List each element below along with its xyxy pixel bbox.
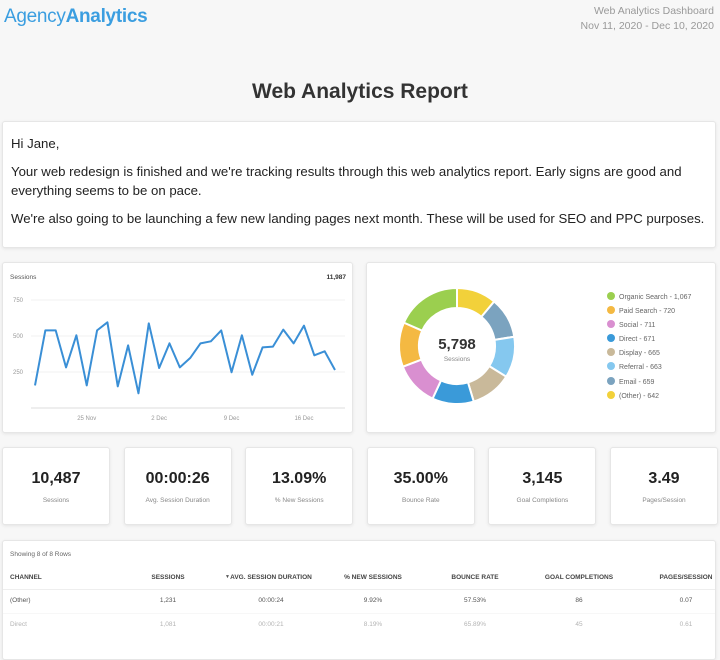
kpi-value: 13.09% xyxy=(272,470,327,487)
x-tick-label: 16 Dec xyxy=(294,416,313,422)
sessions-line xyxy=(34,321,336,395)
donut-center-value: 5,798 xyxy=(438,336,476,353)
logo-text: Agency xyxy=(4,6,66,27)
logo: AgencyAnalytics xyxy=(4,6,148,28)
table-cell: 1,081 xyxy=(159,621,177,628)
legend-item: Referral - 663 xyxy=(607,361,691,375)
legend-dot-icon xyxy=(607,390,615,399)
table-cell: 0.61 xyxy=(679,621,693,628)
table-cell: Direct xyxy=(10,621,27,628)
donut-slice xyxy=(402,286,458,333)
table-cell: (Other) xyxy=(10,597,31,604)
kpi-card: 13.09% % New Sessions xyxy=(245,447,354,525)
legend-label: Social - 711 xyxy=(619,322,656,330)
legend-item: Display - 665 xyxy=(607,347,691,361)
kpi-label: Pages/Session xyxy=(642,497,686,504)
legend-dot-icon xyxy=(607,292,615,300)
table-caption: Showing 8 of 8 Rows xyxy=(10,551,72,558)
column-header[interactable]: % NEW SESSIONS xyxy=(344,573,402,581)
kpi-value: 3.49 xyxy=(648,470,680,487)
table-cell: 1,231 xyxy=(159,597,177,604)
table-cell: 8.19% xyxy=(363,621,383,628)
column-header[interactable]: SESSIONS xyxy=(151,573,185,581)
y-tick-label: 250 xyxy=(13,370,24,376)
column-header[interactable]: AVG. SESSION DURATION xyxy=(230,573,312,581)
legend-label: Display - 665 xyxy=(619,350,660,358)
message-paragraph: We're also going to be launching a few n… xyxy=(11,211,705,226)
kpi-label: Bounce Rate xyxy=(402,497,440,504)
kpi-label: % New Sessions xyxy=(274,497,324,504)
kpi-value: 3,145 xyxy=(522,470,563,487)
legend-dot-icon xyxy=(607,320,615,329)
table-row[interactable]: (Other) 1,231 00:00:24 9.92% 57.53% 86 0.07 xyxy=(3,589,715,611)
kpi-card: 35.00% Bounce Rate xyxy=(366,447,475,525)
legend-dot-icon xyxy=(607,348,615,357)
table-cell: 86 xyxy=(575,597,583,604)
legend-label: Direct - 671 xyxy=(619,336,656,344)
donut-svg: 5,798 Sessions xyxy=(398,286,516,405)
kpi-label: Goal Completions xyxy=(516,497,569,504)
legend-item: (Other) - 642 xyxy=(607,390,691,404)
legend-item: Direct - 671 xyxy=(607,333,691,347)
chart-legend: Organic Search - 1,067 Paid Search - 720 S… xyxy=(607,291,691,404)
date-range: Nov 11, 2020 - Dec 10, 2020 xyxy=(580,20,714,32)
column-header[interactable]: PAGES/SESSION xyxy=(659,573,713,581)
message-card: Hi Jane, Your web redesign is finished a… xyxy=(2,121,716,248)
legend-dot-icon xyxy=(607,334,615,343)
table-header-row: CHANNEL SESSIONS AVG. SESSION DURATION % NE… xyxy=(3,566,715,588)
column-header[interactable]: GOAL COMPLETIONS xyxy=(544,573,614,581)
kpi-value: 35.00% xyxy=(393,470,448,487)
sessions-line-chart: Sessions 11,987 750 500 250 25 Nov 2 Dec 9 De… xyxy=(2,262,353,433)
table-cell: 45 xyxy=(575,621,583,628)
table-cell: 65.89% xyxy=(463,621,487,628)
line-chart-svg: Sessions 11,987 750 500 250 25 Nov 2 Dec 9 De… xyxy=(10,274,346,422)
legend-label: Referral - 663 xyxy=(619,364,662,372)
kpi-value: 00:00:26 xyxy=(145,470,210,487)
x-tick-label: 25 Nov xyxy=(77,416,96,422)
sessions-donut-chart: 5,798 Sessions Organic Search - 1,067 Pai… xyxy=(366,262,716,433)
chart-title: Sessions xyxy=(10,274,37,281)
kpi-value: 10,487 xyxy=(31,470,81,487)
legend-item: Organic Search - 1,067 xyxy=(607,291,691,305)
table-cell: 57.53% xyxy=(463,597,487,604)
legend-dot-icon xyxy=(607,306,615,315)
legend-item: Paid Search - 720 xyxy=(607,305,691,319)
legend-item: Social - 711 xyxy=(607,319,691,333)
sort-desc-icon[interactable]: ▼ xyxy=(225,574,230,580)
chart-total: 11,987 xyxy=(326,274,346,281)
channel-table: Showing 8 of 8 Rows CHANNEL SESSIONS AVG. … xyxy=(2,540,716,660)
message-paragraph: Your web redesign is finished and we're … xyxy=(11,164,682,198)
x-tick-label: 9 Dec xyxy=(224,416,240,422)
kpi-card: 10,487 Sessions xyxy=(2,447,110,525)
legend-dot-icon xyxy=(607,376,615,385)
legend-item: Email - 659 xyxy=(607,376,691,390)
table-cell: 00:00:24 xyxy=(258,597,284,604)
table-cell: 00:00:21 xyxy=(258,621,284,628)
legend-label: Email - 659 xyxy=(619,378,655,386)
column-header[interactable]: BOUNCE RATE xyxy=(451,573,499,581)
donut-center-label: Sessions xyxy=(444,356,471,363)
column-header[interactable]: CHANNEL xyxy=(10,573,42,581)
x-tick-label: 2 Dec xyxy=(151,416,167,422)
legend-label: (Other) - 642 xyxy=(619,392,660,400)
table-cell: 0.07 xyxy=(679,597,693,604)
legend-dot-icon xyxy=(607,362,615,371)
kpi-label: Avg. Session Duration xyxy=(145,497,210,504)
kpi-label: Sessions xyxy=(42,497,70,504)
dashboard-info: Web Analytics Dashboard Nov 11, 2020 - D… xyxy=(581,4,714,34)
legend-label: Organic Search - 1,067 xyxy=(619,294,692,301)
y-tick-label: 750 xyxy=(13,298,24,304)
kpi-card: 3,145 Goal Completions xyxy=(488,447,597,525)
greeting: Hi Jane, xyxy=(11,136,60,151)
table-cell: 9.92% xyxy=(363,597,383,604)
y-tick-label: 500 xyxy=(13,334,24,340)
kpi-card: 00:00:26 Avg. Session Duration xyxy=(123,447,232,525)
legend-label: Paid Search - 720 xyxy=(619,308,676,316)
page-title: Web Analytics Report xyxy=(252,80,468,103)
table-row[interactable]: Direct 1,081 00:00:21 8.19% 65.89% 45 0.61 xyxy=(3,613,715,635)
dashboard-name: Web Analytics Dashboard xyxy=(593,5,714,17)
kpi-card: 3.49 Pages/Session xyxy=(610,447,718,525)
logo-text-bold: Analytics xyxy=(65,6,148,27)
